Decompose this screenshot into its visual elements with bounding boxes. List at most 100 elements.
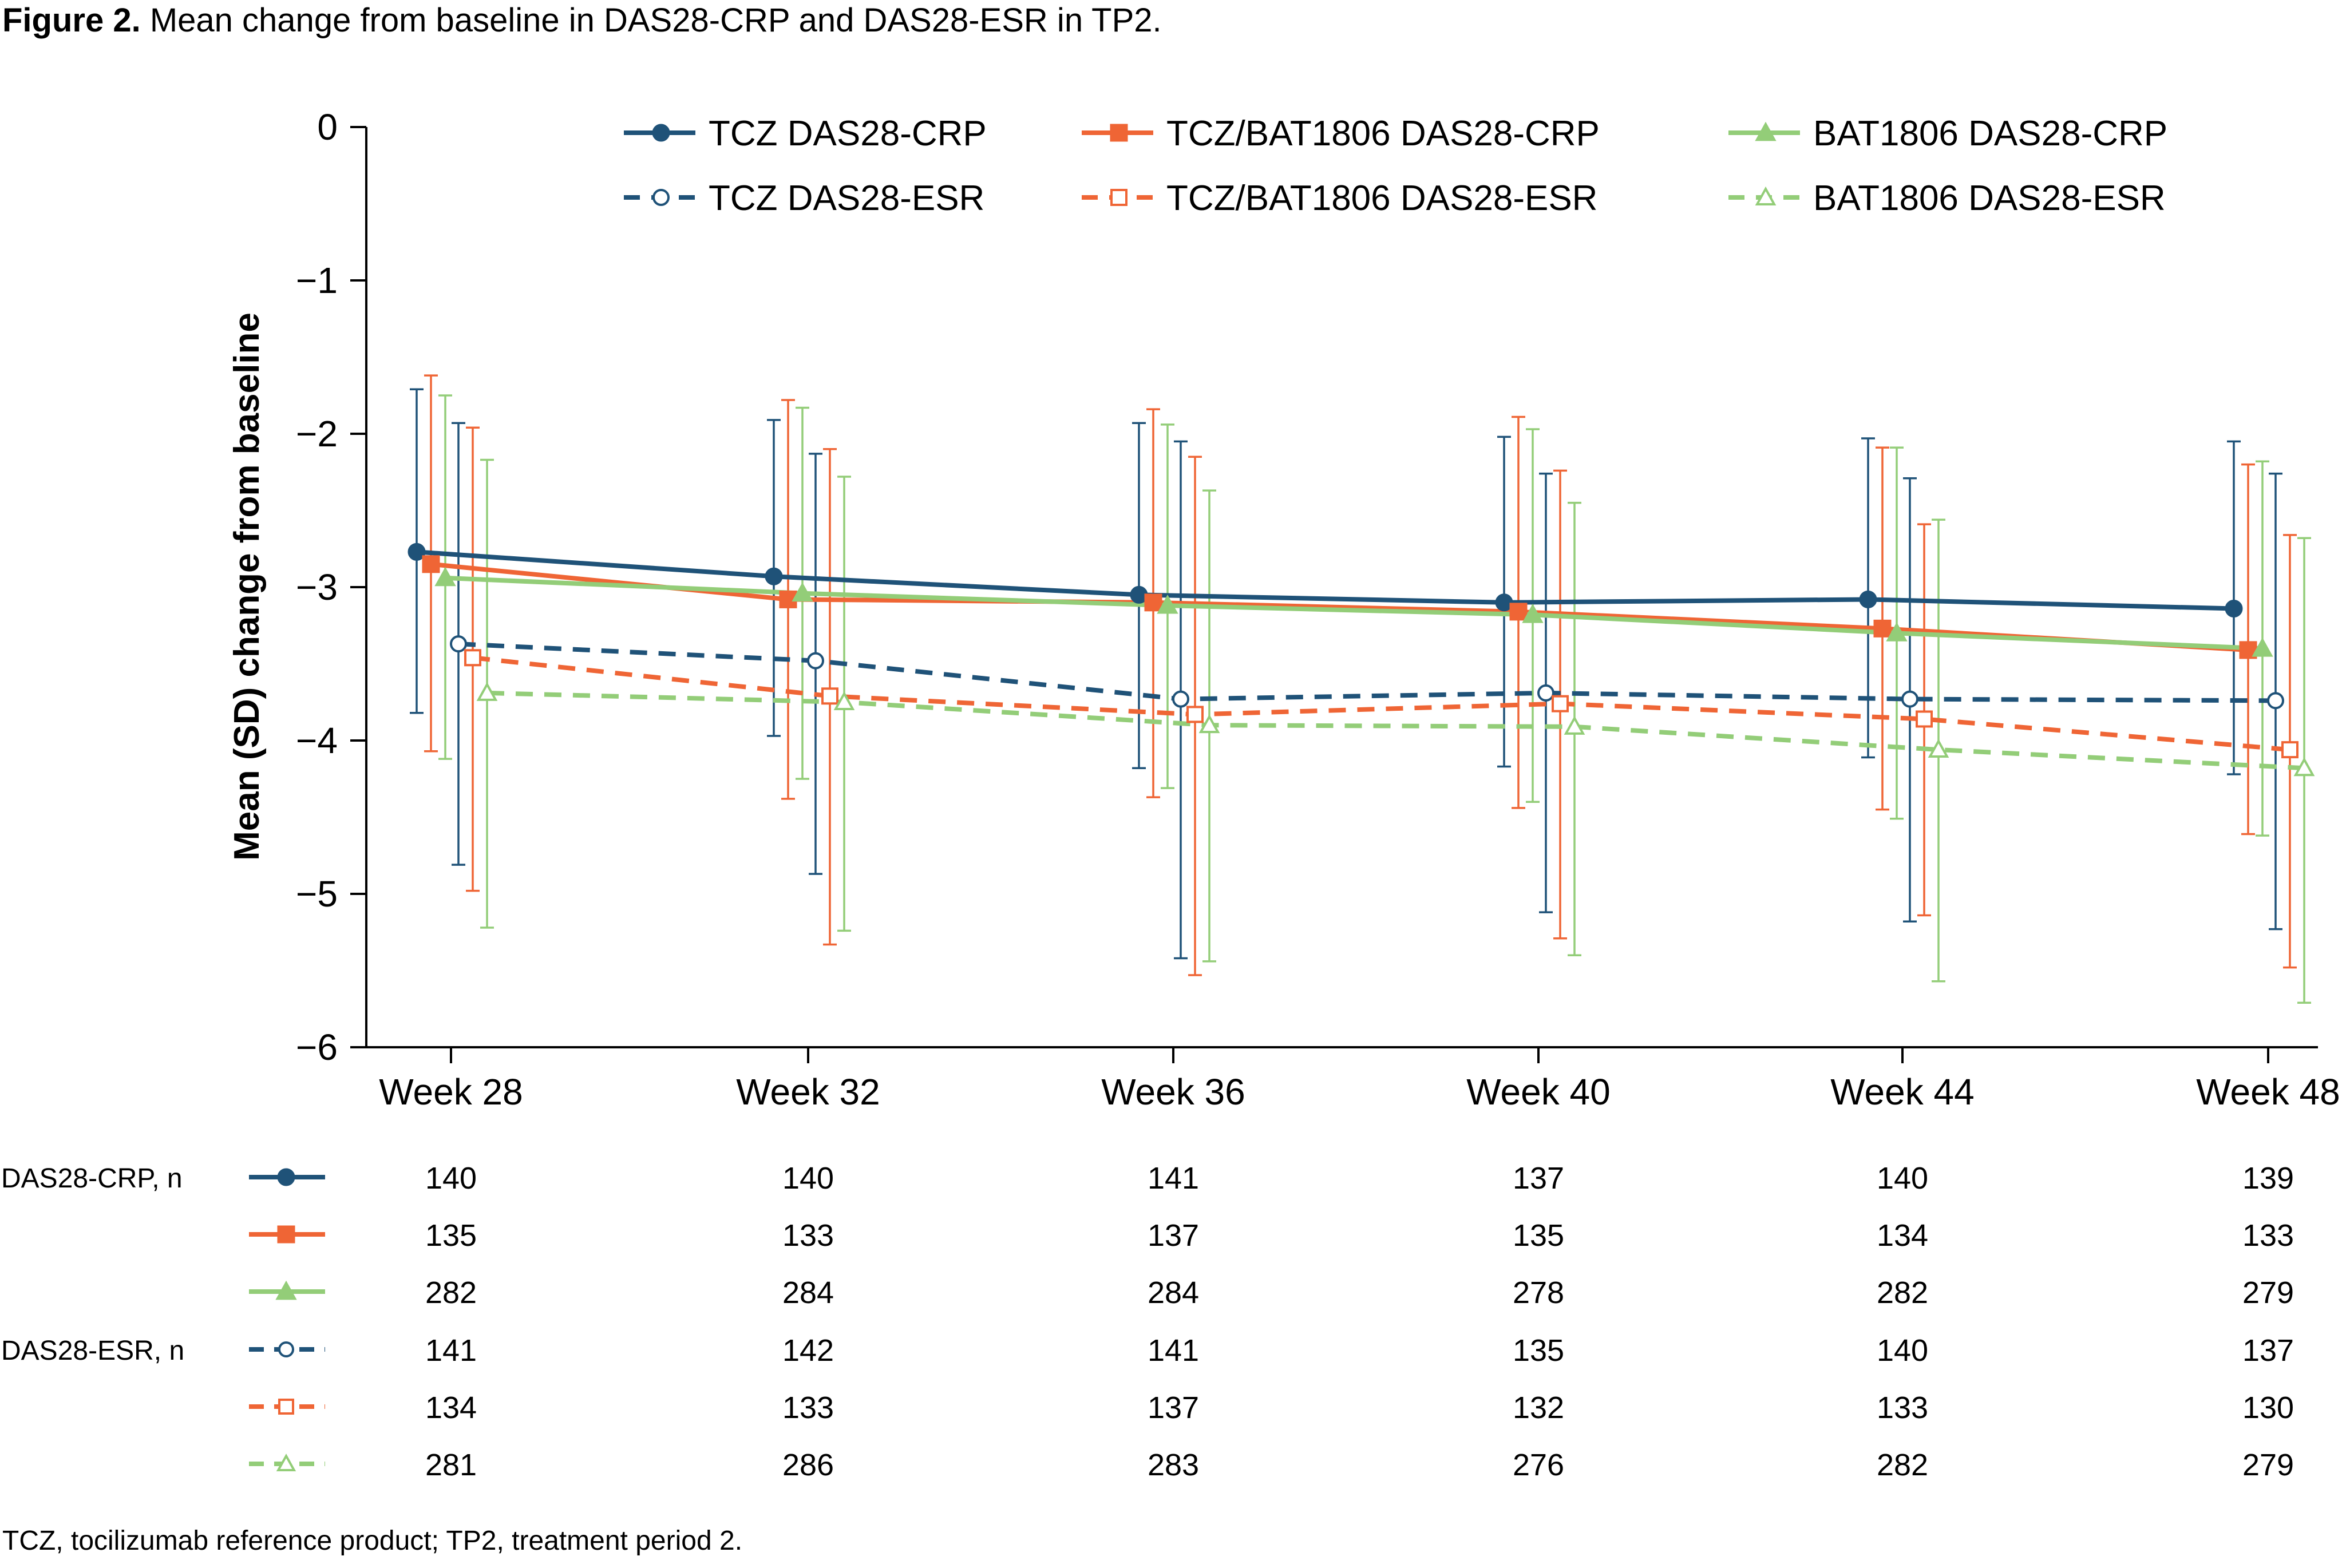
table-cell-bat_esr: 282 — [1877, 1448, 1928, 1482]
x-tick-label: Week 32 — [736, 1071, 880, 1112]
table-cell-bat_esr: 286 — [782, 1448, 834, 1482]
data-point-bat_crp — [792, 582, 813, 602]
table-cell-bat_tcz_esr: 137 — [1148, 1391, 1199, 1425]
data-point-tcz_crp — [765, 567, 783, 585]
table-key-marker-tcz_esr — [278, 1341, 294, 1357]
legend-label-tcz_esr: TCZ DAS28-ESR — [709, 179, 984, 218]
legend-marker-tcz_crp — [652, 124, 670, 142]
table-cell-bat_esr: 279 — [2242, 1448, 2294, 1482]
series-line-tcz_crp — [416, 549, 2234, 611]
legend-label-tcz_crp: TCZ DAS28-CRP — [709, 114, 987, 153]
data-point-tcz_crp — [2225, 600, 2243, 618]
table-cell-tcz_crp: 137 — [1513, 1161, 1564, 1195]
series-lines — [416, 549, 2305, 771]
figure-caption: Mean change from baseline in DAS28-CRP a… — [149, 2, 1162, 39]
table-cell-bat_tcz_crp: 133 — [782, 1218, 834, 1253]
data-point-bat_esr — [476, 682, 498, 701]
table-cell-bat_tcz_crp: 133 — [2242, 1218, 2294, 1253]
data-point-bat_tcz_crp — [1509, 603, 1528, 621]
data-point-bat_tcz_esr — [1552, 695, 1569, 712]
y-tick-label: −2 — [296, 413, 338, 454]
y-tick-label: 0 — [317, 106, 338, 148]
table-cell-tcz_esr: 141 — [1148, 1333, 1199, 1368]
y-tick-label: −5 — [296, 873, 338, 914]
footnote: TCZ, tocilizumab reference product; TP2,… — [2, 1526, 743, 1556]
legend-marker-bat_crp — [1755, 121, 1777, 141]
table-cell-bat_tcz_crp: 137 — [1148, 1218, 1199, 1253]
legend-marker-bat_tcz_crp — [1110, 124, 1128, 142]
data-point-bat_tcz_esr — [821, 687, 838, 705]
table-cell-bat_tcz_esr: 130 — [2242, 1391, 2294, 1425]
data-point-bat_tcz_esr — [2281, 741, 2298, 759]
n-table: DAS28-CRP, n DAS28-ESR, n 140 140 141 137 140 1… — [1, 1161, 2294, 1482]
chart-axes: 0 −1 −2 −3 −4 −5 −6 Week 28 Week 32 Week 36 Week 4… — [227, 106, 2340, 1112]
table-cell-tcz_crp: 141 — [1148, 1161, 1199, 1195]
table-cell-tcz_crp: 140 — [782, 1161, 834, 1195]
legend-marker-bat_esr — [1755, 186, 1777, 205]
data-point-bat_tcz_esr — [1186, 706, 1204, 723]
legend-marker-tcz_esr — [652, 189, 670, 206]
table-cell-bat_tcz_crp: 135 — [1513, 1218, 1564, 1253]
data-point-bat_tcz_esr — [1916, 710, 1933, 728]
data-point-tcz_esr — [1537, 684, 1554, 702]
data-point-tcz_crp — [408, 543, 426, 561]
legend-label-bat_tcz_esr: TCZ/BAT1806 DAS28-ESR — [1166, 179, 1597, 218]
table-cell-bat_crp: 279 — [2242, 1276, 2294, 1310]
table-cell-tcz_esr: 137 — [2242, 1333, 2294, 1368]
table-key-marker-bat_tcz_crp — [277, 1225, 295, 1244]
y-tick-label: −1 — [296, 260, 338, 301]
legend-marker-bat_tcz_esr — [1110, 189, 1127, 206]
legend-label-bat_esr: BAT1806 DAS28-ESR — [1813, 179, 2166, 218]
data-point-bat_tcz_crp — [422, 555, 440, 573]
table-cell-bat_crp: 284 — [782, 1276, 834, 1310]
x-tick-label: Week 44 — [1830, 1071, 1974, 1112]
data-point-bat_tcz_crp — [1144, 593, 1162, 612]
data-point-tcz_esr — [450, 635, 467, 653]
table-cell-tcz_crp: 140 — [425, 1161, 477, 1195]
table-cell-tcz_esr: 140 — [1877, 1333, 1928, 1368]
table-label-esr: DAS28-ESR, n — [1, 1336, 184, 1366]
table-key-marker-tcz_crp — [277, 1168, 295, 1186]
table-cell-bat_crp: 282 — [425, 1276, 477, 1310]
table-cell-bat_tcz_esr: 132 — [1513, 1391, 1564, 1425]
y-tick-label: −4 — [296, 720, 338, 761]
data-point-bat_esr — [833, 691, 855, 710]
series-markers — [408, 543, 2315, 777]
table-key-marker-bat_crp — [275, 1280, 297, 1300]
table-key-marker-bat_tcz_esr — [278, 1399, 294, 1415]
data-point-tcz_crp — [1859, 590, 1877, 608]
data-point-tcz_esr — [2267, 692, 2284, 710]
data-point-bat_crp — [1522, 604, 1544, 623]
table-cell-bat_tcz_esr: 133 — [782, 1391, 834, 1425]
y-tick-label: −6 — [296, 1027, 338, 1068]
data-point-tcz_esr — [1901, 690, 1918, 708]
data-point-tcz_esr — [1172, 690, 1189, 708]
x-tick-label: Week 48 — [2196, 1071, 2340, 1112]
x-tick-label: Week 36 — [1101, 1071, 1245, 1112]
data-point-bat_esr — [1564, 715, 1585, 735]
series-line-bat_tcz_esr — [472, 655, 2290, 753]
table-label-crp: DAS28-CRP, n — [1, 1163, 183, 1194]
table-cell-tcz_esr: 142 — [782, 1333, 834, 1368]
table-cell-bat_tcz_crp: 134 — [1877, 1218, 1928, 1253]
data-point-bat_esr — [2293, 757, 2315, 777]
data-point-bat_crp — [434, 567, 456, 587]
data-point-bat_esr — [1928, 739, 1949, 758]
table-cell-tcz_esr: 135 — [1513, 1333, 1564, 1368]
data-point-bat_tcz_esr — [464, 649, 481, 667]
table-cell-tcz_esr: 141 — [425, 1333, 477, 1368]
y-tick-label: −3 — [296, 567, 338, 608]
table-cell-bat_esr: 281 — [425, 1448, 477, 1482]
data-point-bat_crp — [1886, 622, 1908, 642]
series-line-bat_esr — [486, 690, 2305, 771]
series-line-tcz_esr — [458, 642, 2276, 703]
legend-label-bat_crp: BAT1806 DAS28-CRP — [1813, 114, 2167, 153]
table-cell-bat_esr: 283 — [1148, 1448, 1199, 1482]
data-point-bat_esr — [1198, 714, 1220, 734]
table-cell-bat_tcz_esr: 133 — [1877, 1391, 1928, 1425]
table-cell-bat_crp: 282 — [1877, 1276, 1928, 1310]
legend: TCZ DAS28-CRP TCZ/BAT1806 DAS28-CRP BAT180… — [624, 114, 2167, 218]
table-key-marker-bat_esr — [276, 1454, 296, 1472]
data-point-tcz_esr — [807, 652, 824, 670]
